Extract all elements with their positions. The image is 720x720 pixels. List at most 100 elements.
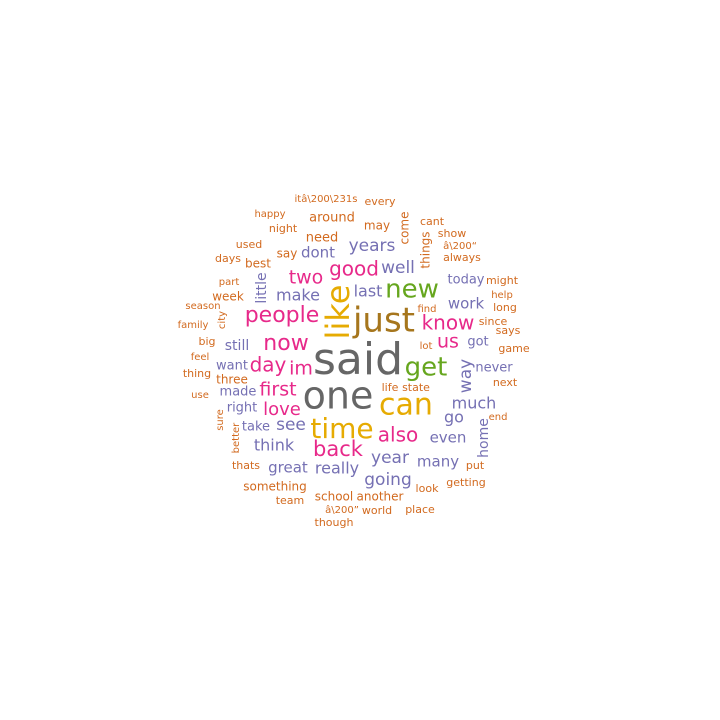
word-well-24: well <box>381 258 415 278</box>
word-time-5: time <box>310 412 373 445</box>
word-go-31: go <box>444 408 464 427</box>
word-last-28: last <box>354 282 383 301</box>
word-might-85: might <box>486 274 519 287</box>
word-work-34: work <box>448 295 485 313</box>
word-now-9: now <box>263 331 308 356</box>
word-days-91: days <box>215 252 241 265</box>
word-make-27: make <box>276 286 320 305</box>
word-still-37: still <box>225 338 249 354</box>
word-get-6: get <box>405 353 448 383</box>
word-every-66: every <box>364 195 396 208</box>
word-little-39: little <box>254 272 270 303</box>
word-best-56: best <box>245 257 271 271</box>
word-cant-88: cant <box>420 215 445 228</box>
word-use-98: use <box>191 390 209 401</box>
word-put-82: put <box>466 459 485 472</box>
word-need-47: need <box>306 231 339 246</box>
word-got-42: got <box>467 335 488 350</box>
word-day-14: day <box>250 353 287 377</box>
word-really-29: really <box>315 459 359 478</box>
word-said-0: said <box>313 334 403 385</box>
word-place-72: place <box>405 503 435 516</box>
word-next-65: next <box>493 376 518 389</box>
word-one-1: one <box>303 374 374 418</box>
word-lot-86: lot <box>420 341 433 352</box>
word-always-68: always <box>443 251 481 264</box>
word-sure-78: sure <box>215 409 226 431</box>
word-find-87: find <box>418 304 437 315</box>
word-though-80: though <box>315 516 354 529</box>
word-world-71: world <box>362 504 392 517</box>
word-even-32: even <box>430 429 467 447</box>
word-take-46: take <box>242 420 270 435</box>
word-today-40: today <box>448 273 485 288</box>
word-school-52: school <box>315 490 353 504</box>
word-like-3: like <box>319 285 357 340</box>
word-come-55: come <box>398 211 412 244</box>
word-it-200-231s-73: itâ\200\231s <box>295 193 358 205</box>
word-getting-81: getting <box>446 476 485 489</box>
word-end-83: end <box>489 412 508 423</box>
word-dont-36: dont <box>301 244 335 262</box>
word-way-22: way <box>456 359 476 393</box>
word-200-75: â\200“ <box>443 240 477 252</box>
word-show-69: show <box>438 227 466 240</box>
word-look-70: look <box>416 482 440 495</box>
word-never-41: never <box>475 361 513 376</box>
word-big-95: big <box>198 335 215 348</box>
word-part-92: part <box>219 277 240 288</box>
word-im-19: im <box>289 358 313 380</box>
word-state-60: state <box>402 381 430 394</box>
word-feel-96: feel <box>191 352 210 363</box>
word-good-12: good <box>329 257 379 281</box>
word-thats-76: thats <box>232 459 260 472</box>
word-made-44: made <box>220 385 257 400</box>
word-many-33: many <box>417 453 459 471</box>
word-know-13: know <box>422 311 475 335</box>
word-say-53: say <box>277 247 298 261</box>
word-city-99: city <box>217 311 228 329</box>
word-back-10: back <box>313 437 364 461</box>
word-night-67: night <box>269 222 298 235</box>
word-us-17: us <box>437 331 459 353</box>
word-season-93: season <box>185 301 220 312</box>
word-another-51: another <box>357 490 404 504</box>
word-may-54: may <box>364 219 390 233</box>
word-around-48: around <box>309 211 355 226</box>
word-says-63: says <box>496 324 521 337</box>
word-happy-89: happy <box>254 209 285 220</box>
word-thing-97: thing <box>183 367 211 380</box>
word-something-50: something <box>243 480 307 494</box>
word-things-49: things <box>419 231 433 268</box>
word-first-15: first <box>259 379 296 401</box>
word-also-11: also <box>378 423 418 447</box>
word-going-20: going <box>364 470 411 490</box>
word-three-58: three <box>216 373 248 387</box>
word-help-84: help <box>491 290 513 301</box>
word-game-64: game <box>498 342 529 355</box>
word-long-61: long <box>493 301 517 314</box>
word-can-4: can <box>379 388 433 423</box>
word-year-21: year <box>371 448 409 468</box>
word-love-18: love <box>263 399 301 420</box>
word-much-25: much <box>452 394 497 413</box>
word-since-62: since <box>479 315 508 328</box>
word-week-57: week <box>212 290 244 304</box>
word-life-59: life <box>382 381 399 394</box>
word-home-38: home <box>476 418 492 458</box>
word-want-45: want <box>216 359 248 374</box>
word-two-16: two <box>289 267 324 289</box>
word-team-79: team <box>276 494 305 507</box>
word-better-77: better <box>231 422 242 453</box>
word-just-2: just <box>352 301 415 341</box>
word-see-26: see <box>276 415 306 435</box>
word-family-94: family <box>178 320 209 331</box>
word-great-35: great <box>268 459 308 477</box>
word-200-74: â\200” <box>325 504 359 516</box>
word-right-43: right <box>227 401 258 416</box>
word-used-90: used <box>236 238 262 251</box>
word-new-7: new <box>385 275 439 305</box>
word-people-8: people <box>245 303 320 328</box>
word-years-23: years <box>349 236 396 256</box>
